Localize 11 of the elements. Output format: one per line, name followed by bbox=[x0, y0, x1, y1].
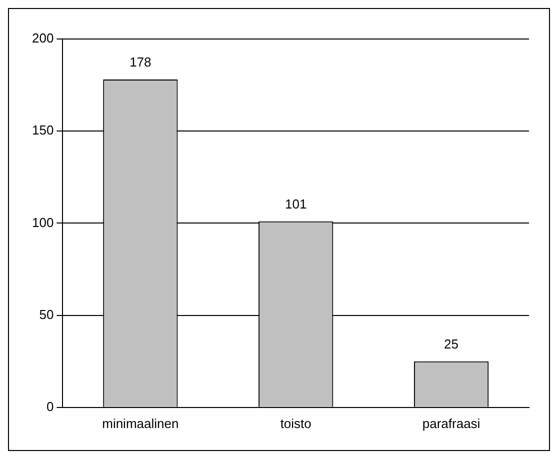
y-tick-label: 50 bbox=[39, 306, 54, 322]
x-tick-label: parafraasi bbox=[422, 416, 480, 431]
x-tick-label: toisto bbox=[280, 416, 312, 431]
y-tick-label: 150 bbox=[32, 122, 54, 138]
x-tick-label: minimaalinen bbox=[102, 416, 179, 431]
data-label: 25 bbox=[444, 336, 459, 352]
y-tick-label: 200 bbox=[32, 30, 54, 46]
data-label: 178 bbox=[130, 54, 152, 70]
data-label: 101 bbox=[284, 196, 307, 212]
y-tick-label: 0 bbox=[46, 398, 54, 414]
y-tick-label: 100 bbox=[32, 214, 54, 230]
